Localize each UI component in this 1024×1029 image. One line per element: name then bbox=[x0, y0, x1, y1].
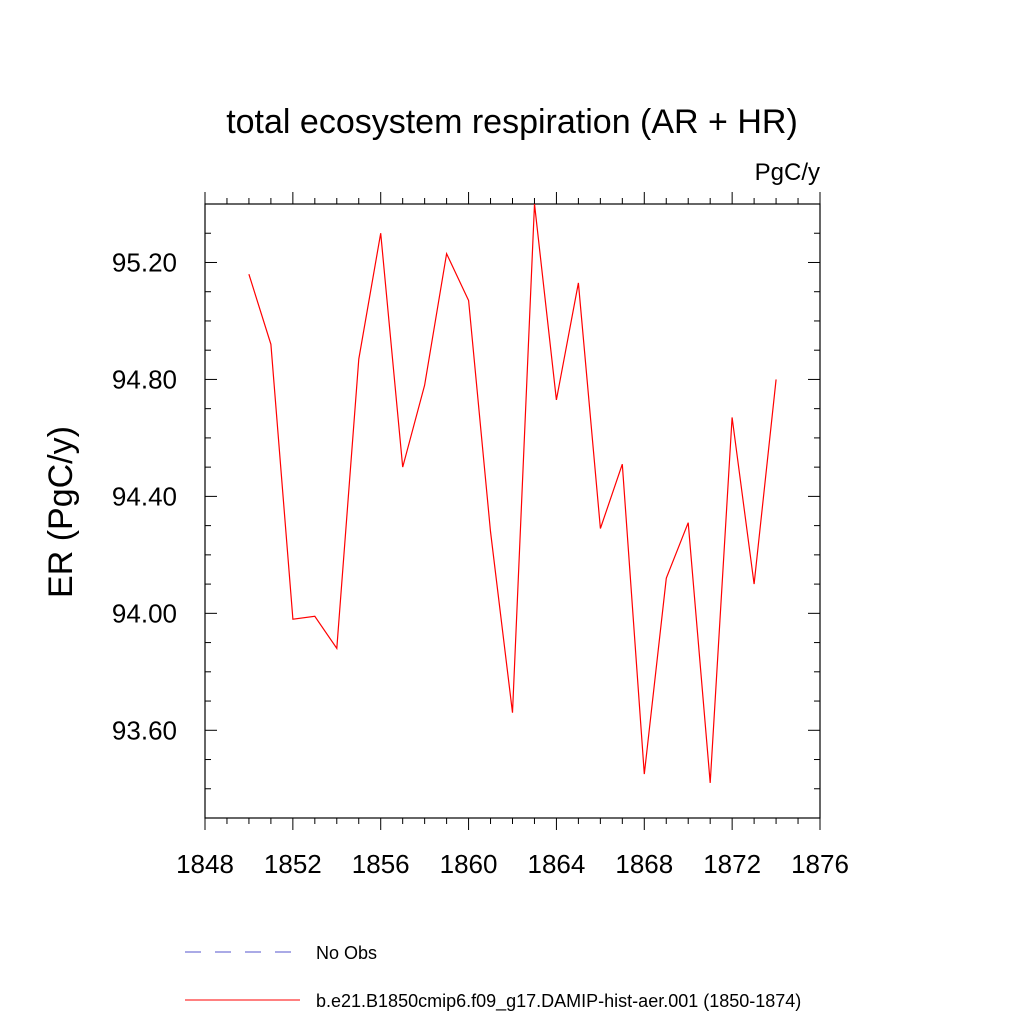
series-line bbox=[248, 203, 777, 783]
x-tick-label: 1852 bbox=[264, 849, 322, 879]
y-tick-label: 94.80 bbox=[112, 364, 177, 394]
x-tick-label: 1864 bbox=[528, 849, 586, 879]
chart-title: total ecosystem respiration (AR + HR) bbox=[226, 103, 798, 141]
legend-label: No Obs bbox=[316, 943, 377, 963]
x-tick-label: 1860 bbox=[440, 849, 498, 879]
y-axis-label: ER (PgC/y) bbox=[42, 426, 80, 598]
series-layer bbox=[248, 203, 777, 783]
x-tick-label: 1848 bbox=[176, 849, 234, 879]
y-tick-label: 94.00 bbox=[112, 598, 177, 628]
units-label: PgC/y bbox=[755, 159, 820, 186]
x-tick-label: 1868 bbox=[615, 849, 673, 879]
x-tick-label: 1876 bbox=[791, 849, 849, 879]
y-tick-label: 95.20 bbox=[112, 247, 177, 277]
x-tick-label: 1872 bbox=[703, 849, 761, 879]
y-tick-label: 94.40 bbox=[112, 481, 177, 511]
plot-frame bbox=[204, 203, 821, 819]
axes: 1848 1852 1856 1860 1864 1868 1872 1876 93.60 94.… bbox=[112, 192, 849, 879]
y-tick-label: 93.60 bbox=[112, 715, 177, 745]
legend-label: b.e21.B1850cmip6.f09_g17.DAMIP-hist-aer.… bbox=[316, 991, 801, 1012]
legend: No Obs b.e21.B1850cmip6.f09_g17.DAMIP-his… bbox=[185, 943, 801, 1012]
x-tick-label: 1856 bbox=[352, 849, 410, 879]
